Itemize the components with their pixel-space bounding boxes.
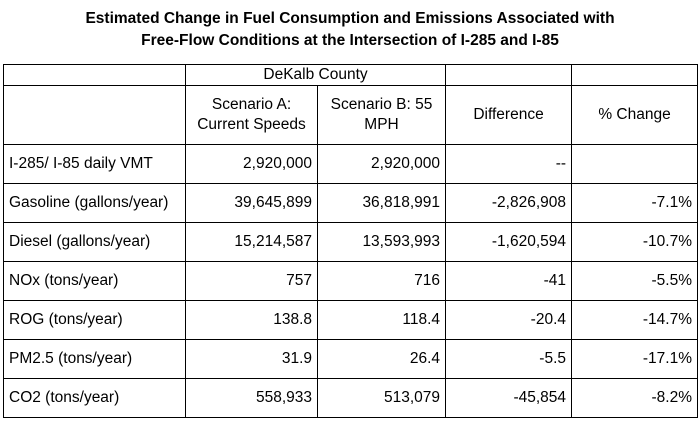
row-label: CO2 (tons/year) [3,378,186,418]
difference-value: -2,826,908 [445,183,573,223]
scenario-a-value: 138.8 [185,300,318,340]
scenario-a-value: 15,214,587 [185,222,318,262]
table-row: NOx (tons/year) 757 716 -41 -5.5% [3,261,699,301]
scenario-a-value: 31.9 [185,339,318,379]
difference-value: -- [445,144,573,184]
scenario-b-header: Scenario B: 55 MPH [316,85,447,145]
difference-value: -45,854 [445,378,573,418]
row-label: Diesel (gallons/year) [3,222,186,262]
column-header-row: Scenario A: Current Speeds Scenario B: 5… [3,85,699,145]
row-label: Gasoline (gallons/year) [3,183,186,223]
empty-header-cell [445,64,573,86]
scenario-a-header: Scenario A: Current Speeds [185,85,318,145]
document-title: Estimated Change in Fuel Consumption and… [0,8,700,52]
row-label: PM2.5 (tons/year) [3,339,186,379]
pct-change-value: -5.5% [571,261,699,301]
pct-change-value [571,144,699,184]
difference-value: -20.4 [445,300,573,340]
table-row: I-285/ I-85 daily VMT 2,920,000 2,920,00… [3,144,699,184]
difference-value: -5.5 [445,339,573,379]
title-line-2: Free-Flow Conditions at the Intersection… [141,32,559,49]
row-label: I-285/ I-85 daily VMT [3,144,186,184]
difference-value: -1,620,594 [445,222,573,262]
scenario-a-value: 757 [185,261,318,301]
scenario-b-value: 513,079 [316,378,447,418]
pct-change-value: -8.2% [571,378,699,418]
title-line-1: Estimated Change in Fuel Consumption and… [85,10,615,27]
scenario-b-value: 2,920,000 [316,144,447,184]
table-row: Gasoline (gallons/year) 39,645,899 36,81… [3,183,699,223]
table-row: Diesel (gallons/year) 15,214,587 13,593,… [3,222,699,262]
difference-header: Difference [445,85,573,145]
pct-change-value: -14.7% [571,300,699,340]
emissions-table: DeKalb County Scenario A: Current Speeds… [3,64,699,418]
pct-change-value: -10.7% [571,222,699,262]
pct-change-value: -7.1% [571,183,699,223]
scenario-a-value: 558,933 [185,378,318,418]
table-row: ROG (tons/year) 138.8 118.4 -20.4 -14.7% [3,300,699,340]
scenario-b-value: 118.4 [316,300,447,340]
row-label-header [3,85,186,145]
scenario-a-value: 39,645,899 [185,183,318,223]
row-label: NOx (tons/year) [3,261,186,301]
table-row: CO2 (tons/year) 558,933 513,079 -45,854 … [3,378,699,418]
difference-value: -41 [445,261,573,301]
county-header-row: DeKalb County [3,64,699,86]
scenario-b-value: 13,593,993 [316,222,447,262]
empty-header-cell [571,64,699,86]
pct-change-header: % Change [571,85,699,145]
scenario-a-value: 2,920,000 [185,144,318,184]
scenario-b-value: 716 [316,261,447,301]
county-header: DeKalb County [184,64,447,86]
row-label: ROG (tons/year) [3,300,186,340]
scenario-b-value: 36,818,991 [316,183,447,223]
corner-cell [3,64,186,86]
scenario-b-value: 26.4 [316,339,447,379]
pct-change-value: -17.1% [571,339,699,379]
table-row: PM2.5 (tons/year) 31.9 26.4 -5.5 -17.1% [3,339,699,379]
